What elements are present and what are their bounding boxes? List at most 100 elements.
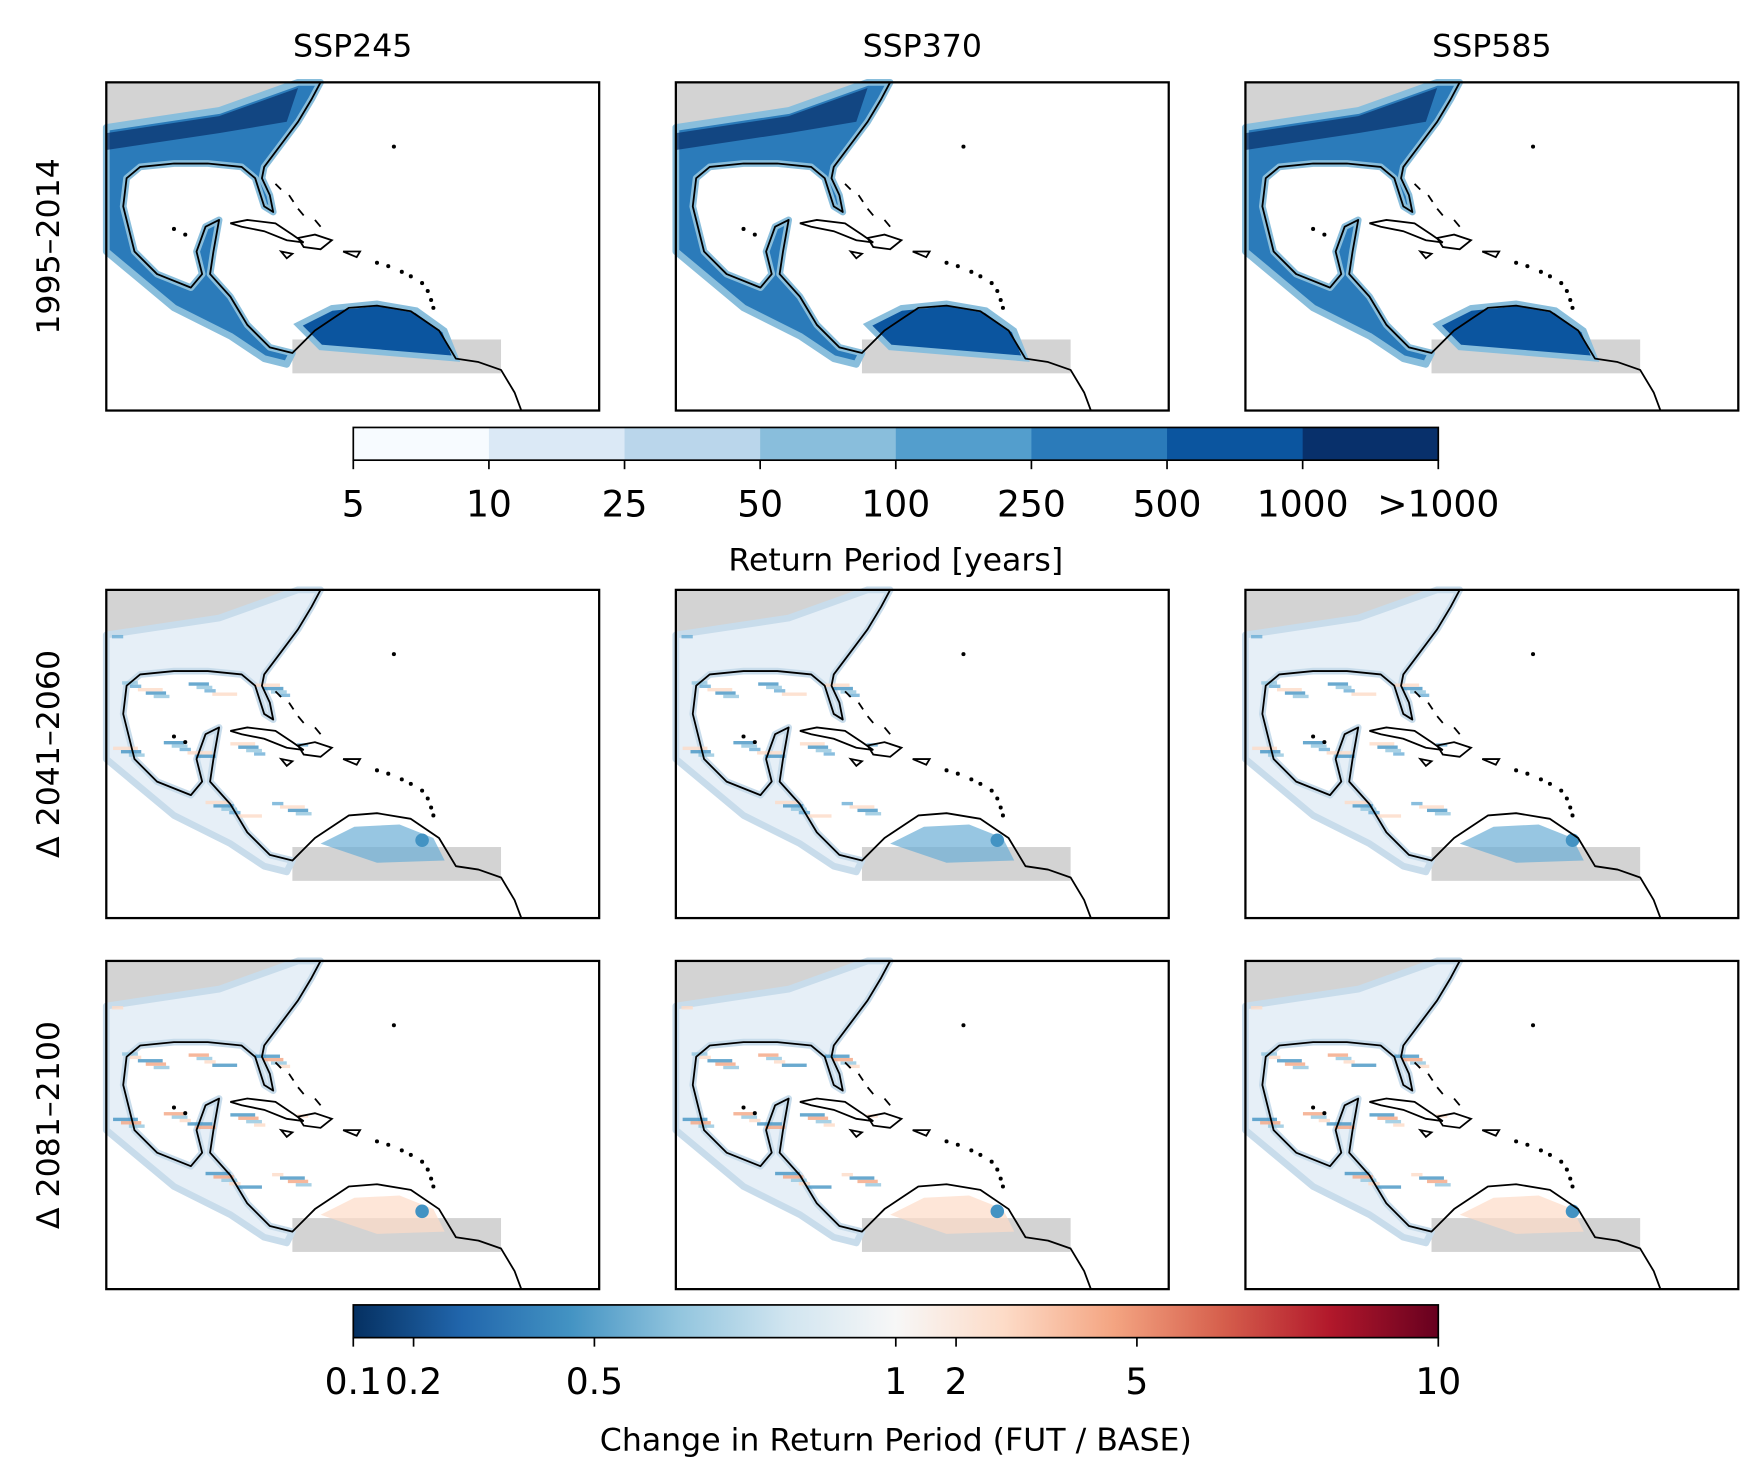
change-speckle xyxy=(699,1055,711,1060)
change-speckle xyxy=(757,751,782,755)
island-dot xyxy=(998,805,1003,810)
island xyxy=(844,690,891,735)
change-speckle xyxy=(128,753,145,757)
change-speckle xyxy=(255,683,280,687)
change-speckle xyxy=(111,634,124,639)
island xyxy=(799,1097,874,1122)
change-speckle xyxy=(1327,682,1349,686)
change-speckle xyxy=(221,807,238,811)
island-dot xyxy=(1568,1176,1573,1181)
change-speckle xyxy=(171,1115,188,1119)
change-speckle xyxy=(1427,1179,1448,1184)
change-speckle xyxy=(163,741,185,745)
change-speckle xyxy=(295,1183,312,1187)
map-panel xyxy=(102,78,601,412)
change-speckle xyxy=(1351,1063,1377,1067)
change-speckle xyxy=(263,1057,284,1062)
map-frame xyxy=(1244,81,1740,412)
change-speckle xyxy=(278,1064,291,1069)
change-speckle xyxy=(120,750,142,754)
change-speckle xyxy=(764,754,786,758)
island xyxy=(844,183,891,228)
change-speckle xyxy=(1302,741,1324,745)
coastal-field xyxy=(320,824,445,863)
change-speckle xyxy=(188,682,209,686)
change-speckle xyxy=(195,754,216,758)
island xyxy=(866,1112,904,1129)
change-speckle xyxy=(715,1062,736,1066)
island-dot xyxy=(374,768,380,773)
island-dot xyxy=(429,805,434,810)
island xyxy=(1435,1112,1473,1129)
change-speckle xyxy=(137,1059,163,1063)
colorbar-bin xyxy=(353,427,490,461)
change-speckle xyxy=(1411,1172,1423,1177)
change-speckle xyxy=(113,746,138,751)
change-speckle xyxy=(237,814,262,818)
island-dot xyxy=(1530,144,1536,149)
coastal-field xyxy=(990,833,1005,848)
island xyxy=(1413,1061,1461,1106)
island-dot xyxy=(408,781,413,786)
row-label: 1995–2014 xyxy=(31,158,67,334)
change-speckle xyxy=(129,1055,142,1060)
change-speckle xyxy=(848,693,860,698)
island-dot xyxy=(1322,232,1327,237)
island-dot xyxy=(431,1184,436,1189)
map-frame xyxy=(1244,959,1740,1291)
change-speckle xyxy=(1277,687,1302,692)
change-speckle xyxy=(857,1179,878,1184)
change-speckle xyxy=(690,750,711,754)
change-speckle xyxy=(707,1059,733,1063)
change-speckle xyxy=(1292,1065,1309,1070)
map-frame xyxy=(105,588,601,920)
colorbar-tick-label: 500 xyxy=(1133,484,1202,526)
island xyxy=(296,233,334,251)
change-speckle xyxy=(179,1118,191,1123)
change-speckle xyxy=(163,1112,185,1116)
map-panel xyxy=(672,586,1170,920)
change-speckle xyxy=(1419,1176,1444,1180)
island-dot xyxy=(183,232,188,237)
colorbar-tick-label: 100 xyxy=(861,484,930,526)
change-speckle xyxy=(832,1057,853,1062)
change-speckle xyxy=(1267,1124,1284,1128)
island xyxy=(1417,757,1434,768)
change-speckle xyxy=(1394,1054,1420,1058)
change-speckle xyxy=(221,1178,238,1182)
change-speckle xyxy=(1334,754,1355,758)
change-speckle xyxy=(128,1124,145,1128)
island-dot xyxy=(1570,813,1575,818)
change-speckle xyxy=(1277,1059,1302,1063)
change-speckle xyxy=(1269,684,1281,688)
island-dot xyxy=(425,288,430,294)
coastal-field xyxy=(293,300,461,362)
island-dot xyxy=(961,1023,966,1028)
island-dot xyxy=(429,1176,434,1181)
island-dot xyxy=(995,288,1000,294)
island-dot xyxy=(1514,768,1519,773)
island-dot xyxy=(969,777,974,782)
colorbar-label: Return Period [years] xyxy=(728,543,1063,579)
colorbar-tick-label: 0.2 xyxy=(385,1361,442,1403)
island xyxy=(296,741,334,758)
island-dot xyxy=(408,1152,413,1157)
colorbar-gradient xyxy=(352,1304,1440,1339)
colorbar-bin xyxy=(895,427,1032,461)
change-speckle xyxy=(775,1171,800,1176)
island xyxy=(230,726,305,751)
change-speckle xyxy=(790,1178,807,1182)
map-frame xyxy=(1244,588,1740,920)
change-speckle xyxy=(153,694,170,699)
change-speckle xyxy=(1394,683,1420,687)
row-label: Δ 2041–2060 xyxy=(31,650,67,858)
island xyxy=(296,1112,334,1129)
change-speckle xyxy=(238,1116,259,1120)
island xyxy=(274,183,322,228)
island-dot xyxy=(978,274,983,279)
colorbar-bin xyxy=(760,427,897,461)
island-dot xyxy=(374,260,380,265)
island-dot xyxy=(374,1139,380,1144)
island xyxy=(274,690,322,735)
